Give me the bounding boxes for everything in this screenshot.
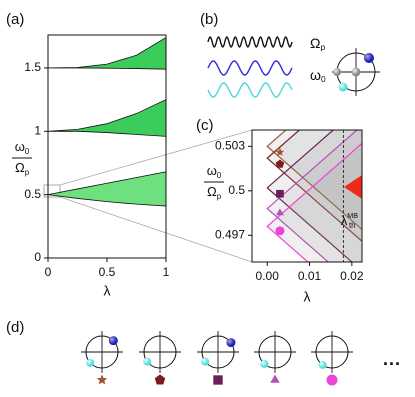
symbol: Ωp (310, 35, 325, 53)
y-tick-label: 0.5 (24, 187, 41, 201)
marker (326, 374, 338, 386)
tongue-shade (267, 143, 362, 262)
instability-tongue (47, 36, 167, 70)
y-tick-label: 0.503 (215, 138, 245, 152)
tongue-shade (267, 130, 362, 230)
symbol-main: ω (15, 139, 25, 154)
x-tick-label: 0.00 (256, 269, 280, 283)
wave (207, 82, 293, 98)
plot-frame (47, 34, 167, 259)
marker (270, 374, 280, 383)
symbol: Ωp (15, 160, 30, 177)
symbol: λMB th (341, 212, 358, 230)
panel-label: (b) (200, 11, 218, 28)
symbol-sub: 0 (25, 147, 30, 156)
marker (96, 374, 108, 385)
panel-d: ... (81, 331, 401, 386)
state-ball (338, 82, 348, 92)
symbol-sub: p (25, 168, 30, 177)
symbol-sub: th (349, 221, 356, 230)
ellipsis: ... (383, 349, 401, 369)
plot-frame (251, 129, 363, 263)
zoom-connector (59, 196, 253, 263)
panel-label: (c) (196, 117, 214, 134)
symbol-main: λ (341, 213, 348, 228)
y-tick-label: 1.5 (24, 60, 41, 74)
state-ball (226, 338, 236, 348)
state-ball (108, 336, 118, 346)
instability-tongue (47, 98, 167, 137)
symbol-main: Ω (207, 184, 217, 199)
marker (276, 189, 284, 198)
zoom-connector (59, 129, 253, 186)
x-tick-label: 1 (163, 265, 170, 279)
x-tick-label: 0.5 (99, 265, 116, 279)
state-ball (364, 53, 374, 63)
x-axis-label: λ (104, 283, 111, 299)
tongue-boundary (266, 130, 362, 230)
state-ball (201, 357, 210, 366)
wave (207, 60, 293, 76)
y-tick-label: 0.5 (228, 183, 245, 197)
state-ball (333, 68, 341, 76)
unstable-region (344, 175, 362, 199)
symbol-sub: p (217, 192, 222, 201)
x-axis-label: λ (304, 289, 311, 305)
state-ball (318, 360, 327, 369)
y-tick-label: 0 (34, 250, 41, 264)
panel-label: (a) (6, 11, 24, 28)
tongue-boundary (266, 130, 362, 242)
state-ball (86, 358, 95, 367)
symbol-sub: 0 (321, 74, 326, 84)
state-ball (260, 359, 269, 368)
symbol-sub: p (320, 42, 325, 52)
y-tick-label: 1 (34, 123, 41, 137)
marker (275, 147, 285, 156)
panel-label: (d) (6, 319, 24, 336)
x-tick-label: 0.02 (340, 269, 364, 283)
tongue-boundary (266, 130, 353, 262)
state-ball (143, 357, 152, 366)
marker (275, 226, 285, 236)
x-tick-label: 0 (45, 265, 52, 279)
symbol: ω0 (15, 139, 30, 156)
symbol-main: ω (207, 163, 217, 178)
symbol: ω0 (310, 67, 326, 85)
panel-b: Ωp ω0 (207, 35, 380, 98)
marker (213, 375, 223, 385)
state-ball (351, 67, 361, 77)
symbol-main: Ω (15, 160, 25, 175)
wave (207, 36, 293, 48)
tongue-shade (267, 130, 362, 262)
marker (275, 159, 285, 168)
x-tick-label: 0.01 (298, 269, 322, 283)
zoom-box (43, 184, 61, 198)
tongue-boundary (266, 142, 362, 262)
instability-tongue (47, 171, 167, 207)
marker (154, 374, 166, 385)
tongue-boundary (266, 130, 358, 262)
symbol-sub: 0 (217, 171, 222, 180)
marker (276, 208, 284, 216)
symbol-main: ω (310, 67, 321, 83)
symbol: ω0 (207, 163, 222, 180)
symbol-main: Ω (310, 35, 320, 51)
y-tick-label: 0.497 (215, 227, 245, 241)
plot-area (266, 130, 362, 262)
symbol-sup: MB (347, 212, 358, 220)
symbol: Ωp (207, 184, 222, 201)
